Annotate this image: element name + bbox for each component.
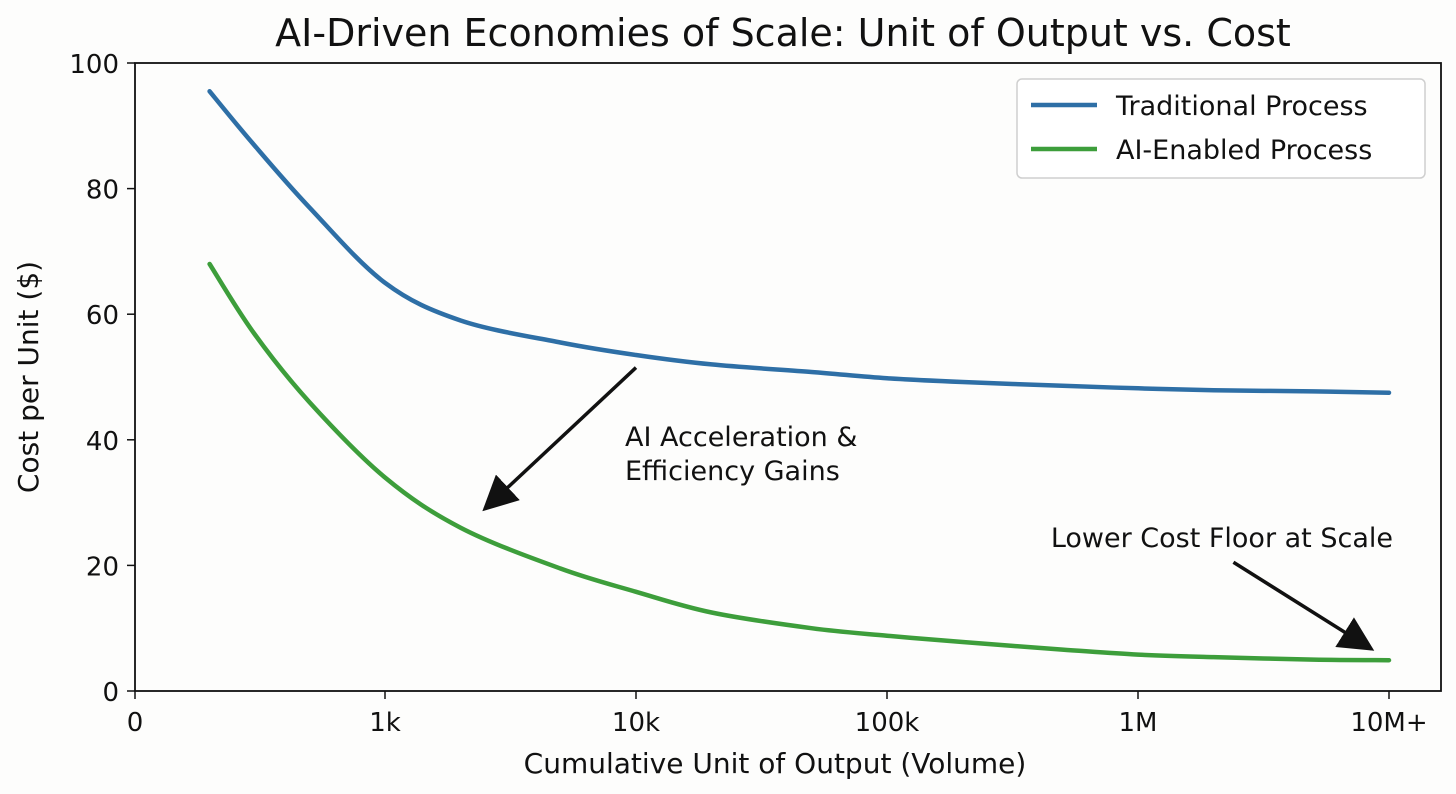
y-tick-label: 20 [86, 552, 119, 582]
annotation-text: AI Acceleration & [625, 422, 857, 453]
x-tick-label: 1M [1119, 708, 1158, 738]
x-tick-label: 10M+ [1350, 708, 1427, 738]
annotation-text: Efficiency Gains [625, 456, 840, 487]
legend-label: Traditional Process [1115, 91, 1368, 122]
x-axis-label: Cumulative Unit of Output (Volume) [524, 747, 1027, 780]
y-axis: 0 20 40 60 80 100 [69, 50, 135, 708]
annotation-layer: AI Acceleration &Efficiency Gains Lower C… [482, 366, 1393, 651]
legend-label: AI-Enabled Process [1116, 135, 1372, 166]
x-tick-label: 100k [855, 708, 920, 738]
y-tick-label: 100 [69, 50, 119, 80]
series-line-traditional-process [207, 89, 1392, 395]
legend-box [1016, 78, 1426, 179]
x-tick-label: 0 [127, 708, 144, 738]
chart-title: AI-Driven Economies of Scale: Unit of Ou… [275, 11, 1291, 55]
annotation-text: Lower Cost Floor at Scale [1051, 523, 1393, 554]
annotation-arrow [1232, 560, 1375, 651]
y-axis-label: Cost per Unit ($) [12, 261, 45, 493]
legend: Traditional Process AI-Enabled Process [1016, 78, 1426, 179]
x-tick-label: 1k [369, 708, 401, 738]
series-line-ai-enabled-process [207, 261, 1392, 663]
annotation-arrow [482, 366, 638, 512]
annotation-lower-cost-floor: Lower Cost Floor at Scale [1051, 523, 1393, 651]
y-tick-label: 60 [86, 301, 119, 331]
annotation-ai-acceleration: AI Acceleration &Efficiency Gains [482, 366, 857, 512]
x-axis: 0 1k 10k 100k 1M 10M+ [127, 691, 1428, 738]
x-tick-label: 10k [612, 708, 660, 738]
y-tick-label: 40 [86, 427, 119, 457]
y-tick-label: 0 [102, 678, 119, 708]
plot-frame [134, 62, 1442, 692]
y-tick-label: 80 [86, 176, 119, 206]
series-layer [207, 89, 1392, 663]
